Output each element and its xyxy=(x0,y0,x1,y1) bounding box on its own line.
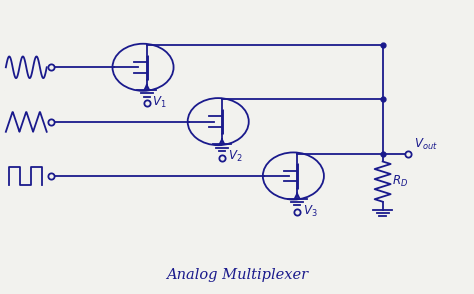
Text: V$_3$: V$_3$ xyxy=(303,203,318,219)
Text: R$_{\mathregular{D}}$: R$_{\mathregular{D}}$ xyxy=(392,174,408,189)
Text: V$_2$: V$_2$ xyxy=(228,149,242,164)
Text: V$_{\mathregular{out}}$: V$_{\mathregular{out}}$ xyxy=(414,137,438,152)
Text: V$_1$: V$_1$ xyxy=(153,95,167,110)
Text: Analog Multiplexer: Analog Multiplexer xyxy=(166,268,308,282)
